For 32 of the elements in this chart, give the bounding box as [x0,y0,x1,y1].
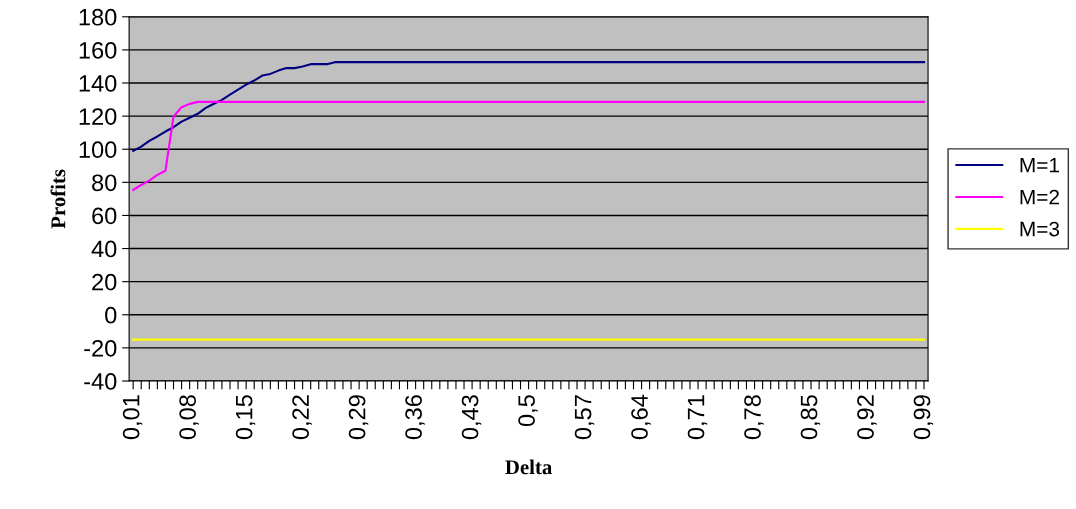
x-tick-label: 0,92 [857,395,877,440]
x-axis-title: Delta [505,459,552,475]
y-tick-label: 60 [92,207,117,225]
legend-label: M=2 [1020,189,1059,205]
legend-label: M=3 [1020,221,1060,237]
y-tick-label: 20 [92,273,117,291]
x-tick-label: 0,36 [405,395,425,440]
legend-label: M=1 [1020,158,1059,173]
x-tick-label: 0,57 [574,395,595,440]
y-tick-label: 160 [79,41,117,59]
x-tick-label: 0,78 [744,395,764,440]
x-tick-label: 0,71 [687,395,708,440]
x-tick-label: 0,64 [631,394,651,440]
x-tick-label: 0,22 [292,395,312,440]
y-tick-label: 80 [92,174,117,192]
y-axis-title: Profits [50,169,66,229]
y-tick-label: -40 [84,373,117,390]
x-tick-label: 0,43 [461,395,482,440]
x-tick-label: 0,08 [179,395,199,440]
y-tick-label: 140 [79,75,117,92]
y-tick-label: 120 [79,108,117,125]
x-tick-label: 0,29 [348,395,369,440]
y-tick-label: 40 [91,240,117,258]
y-tick-label: -20 [84,339,117,357]
x-tick-label: 0,85 [800,395,821,440]
x-tick-label: 0,5 [518,395,538,427]
x-tick-label: 0,01 [122,395,143,440]
x-tick-label: 0,99 [913,395,934,440]
y-tick-label: 100 [79,141,117,159]
x-tick-label: 0,15 [235,395,256,440]
y-tick-label: 0 [105,306,117,324]
y-tick-label: 180 [79,8,117,26]
